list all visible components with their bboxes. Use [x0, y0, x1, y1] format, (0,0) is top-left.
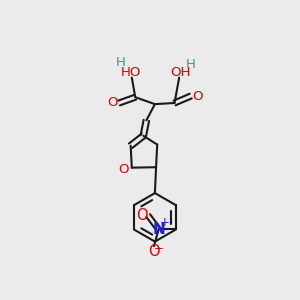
Text: O: O	[148, 244, 160, 260]
Text: N: N	[152, 222, 165, 237]
Text: O: O	[118, 164, 129, 176]
Text: HO: HO	[121, 67, 141, 80]
Text: O: O	[107, 97, 117, 110]
Text: OH: OH	[170, 67, 190, 80]
Text: +: +	[159, 216, 169, 229]
Text: −: −	[154, 242, 164, 255]
Text: H: H	[186, 58, 196, 71]
Text: O: O	[192, 90, 202, 103]
Text: H: H	[115, 56, 125, 69]
Text: O: O	[136, 208, 148, 223]
